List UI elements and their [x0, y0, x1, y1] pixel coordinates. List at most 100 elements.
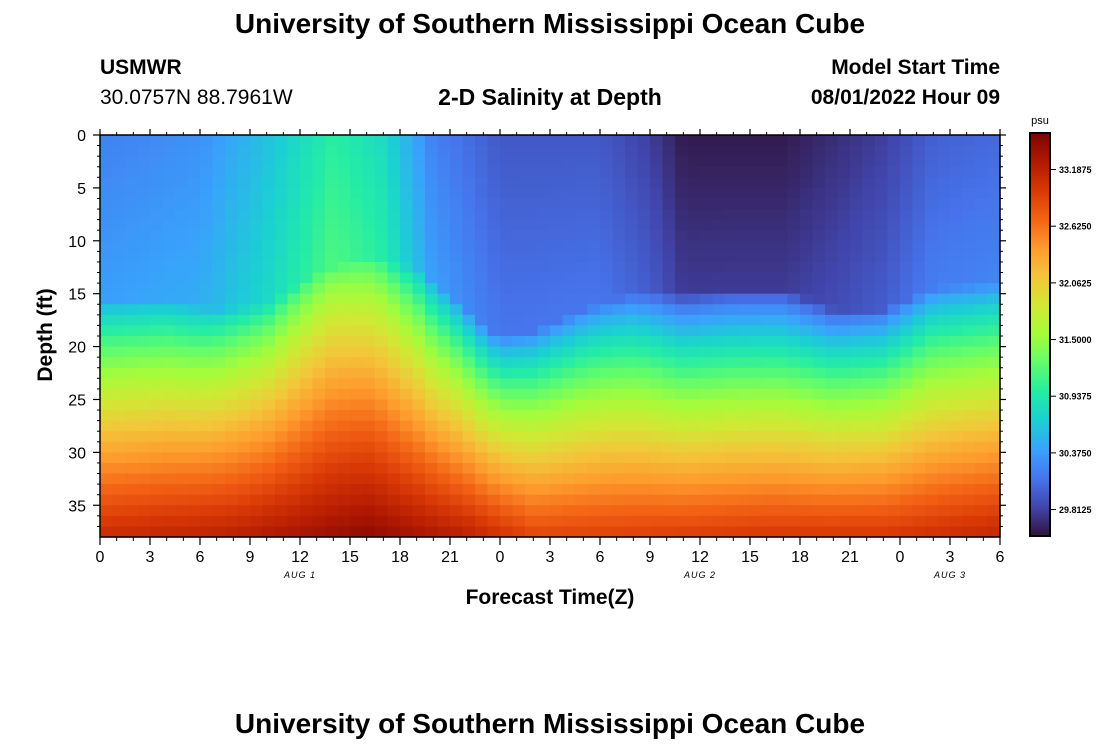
heatmap-cell — [287, 314, 301, 327]
heatmap-cell — [950, 209, 964, 221]
heatmap-cell — [487, 399, 501, 411]
heatmap-cell — [275, 494, 289, 506]
heatmap-cell — [162, 240, 176, 252]
heatmap-cell — [712, 219, 726, 231]
heatmap-cell — [737, 272, 751, 284]
heatmap-cell — [587, 198, 601, 210]
heatmap-cell — [625, 230, 639, 242]
heatmap-cell — [800, 209, 814, 221]
heatmap-cell — [250, 283, 264, 295]
heatmap-cell — [925, 357, 939, 369]
heatmap-cell — [875, 283, 889, 295]
heatmap-cell — [987, 336, 1001, 348]
heatmap-cell — [512, 441, 526, 453]
heatmap-cell — [212, 166, 226, 178]
heatmap-cell — [687, 261, 701, 274]
heatmap-cell — [125, 145, 139, 157]
heatmap-cell — [450, 240, 464, 252]
heatmap-cell — [712, 314, 726, 327]
heatmap-cell — [862, 135, 876, 147]
heatmap-cell — [925, 314, 939, 327]
heatmap-cell — [387, 156, 401, 168]
heatmap-cell — [137, 145, 151, 157]
heatmap-cell — [412, 314, 426, 327]
heatmap-cell — [987, 367, 1001, 379]
heatmap-cell — [950, 261, 964, 274]
heatmap-cell — [875, 526, 889, 538]
heatmap-cell — [775, 357, 789, 369]
heatmap-cell — [312, 431, 326, 443]
heatmap-cell — [350, 156, 364, 168]
heatmap-cell — [150, 177, 164, 189]
heatmap-cell — [250, 441, 264, 453]
heatmap-cell — [550, 135, 564, 147]
heatmap-cell — [650, 304, 664, 316]
heatmap-cell — [350, 505, 364, 517]
heatmap-cell — [962, 325, 976, 337]
heatmap-cell — [187, 304, 201, 316]
heatmap-cell — [550, 484, 564, 496]
heatmap-cell — [287, 325, 301, 337]
heatmap-cell — [600, 177, 614, 189]
heatmap-cell — [475, 272, 489, 284]
heatmap-cell — [800, 293, 814, 305]
heatmap-cell — [900, 441, 914, 453]
heatmap-cell — [312, 515, 326, 528]
heatmap-cell — [700, 346, 714, 358]
heatmap-cell — [275, 420, 289, 432]
heatmap-cell — [275, 283, 289, 295]
heatmap-cell — [925, 473, 939, 485]
heatmap-cell — [737, 145, 751, 157]
heatmap-cell — [700, 304, 714, 316]
heatmap-cell — [462, 336, 476, 348]
heatmap-cell — [425, 325, 439, 337]
heatmap-cell — [250, 325, 264, 337]
heatmap-cell — [225, 156, 239, 168]
heatmap-cell — [975, 388, 989, 401]
heatmap-cell — [237, 219, 251, 231]
heatmap-cell — [675, 156, 689, 168]
heatmap-cell — [100, 367, 114, 379]
heatmap-cell — [162, 166, 176, 178]
heatmap-cell — [987, 293, 1001, 305]
heatmap-cell — [350, 367, 364, 379]
heatmap-cell — [862, 515, 876, 528]
heatmap-cell — [125, 473, 139, 485]
heatmap-cell — [712, 452, 726, 464]
heatmap-cell — [400, 515, 414, 528]
heatmap-cell — [725, 187, 739, 200]
heatmap-cell — [925, 251, 939, 263]
heatmap-cell — [175, 240, 189, 252]
heatmap-cell — [687, 187, 701, 200]
heatmap-cell — [925, 230, 939, 242]
heatmap-cell — [587, 314, 601, 327]
heatmap-cell — [212, 494, 226, 506]
heatmap-cell — [737, 473, 751, 485]
heatmap-cell — [712, 177, 726, 189]
heatmap-cell — [850, 357, 864, 369]
heatmap-cell — [437, 145, 451, 157]
y-tick-label: 10 — [68, 234, 86, 251]
heatmap-cell — [887, 187, 901, 200]
heatmap-cell — [237, 484, 251, 496]
heatmap-cell — [387, 515, 401, 528]
heatmap-cell — [487, 410, 501, 422]
heatmap-cell — [300, 462, 314, 475]
heatmap-cell — [112, 251, 126, 263]
heatmap-cell — [900, 431, 914, 443]
heatmap-cell — [237, 346, 251, 358]
heatmap-cell — [700, 261, 714, 274]
heatmap-cells — [100, 135, 1001, 538]
heatmap-cell — [537, 484, 551, 496]
heatmap-cell — [812, 314, 826, 327]
heatmap-cell — [337, 283, 351, 295]
heatmap-cell — [612, 420, 626, 432]
date-labels: AUG 1 AUG 2 AUG 3 — [283, 570, 965, 580]
heatmap-cell — [300, 399, 314, 411]
heatmap-cell — [925, 336, 939, 348]
heatmap-cell — [975, 484, 989, 496]
heatmap-cell — [437, 209, 451, 221]
heatmap-cell — [312, 473, 326, 485]
heatmap-cell — [850, 494, 864, 506]
